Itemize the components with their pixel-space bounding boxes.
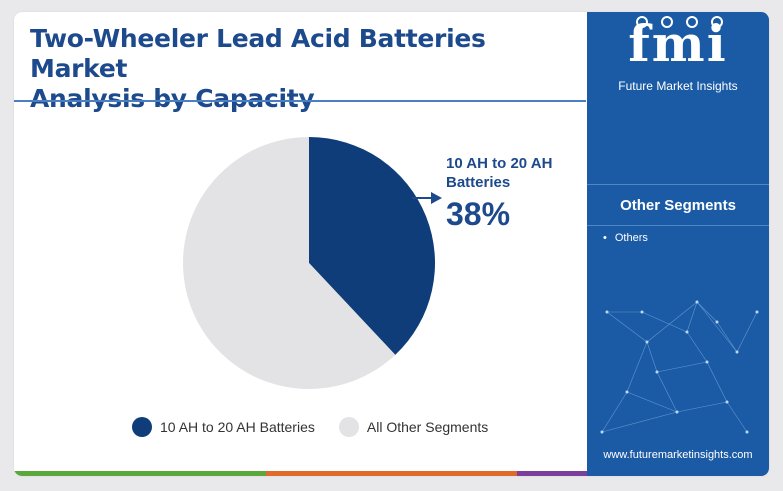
callout-arrow-icon xyxy=(431,192,442,204)
legend-item-all-other: All Other Segments xyxy=(338,417,489,437)
network-node xyxy=(675,410,679,414)
network-node xyxy=(655,370,659,374)
person-icon xyxy=(660,16,673,28)
network-node xyxy=(605,310,609,314)
network-line xyxy=(656,361,708,373)
network-node xyxy=(735,350,739,354)
network-line xyxy=(656,371,678,413)
chart-title-line2: Analysis by Capacity xyxy=(30,84,315,113)
network-line xyxy=(626,391,678,413)
legend-label-all-other: All Other Segments xyxy=(366,419,489,435)
network-line xyxy=(686,301,698,333)
legend-swatch-all-other xyxy=(338,417,359,437)
network-line xyxy=(736,311,758,353)
chart-title: Two-Wheeler Lead Acid Batteries Market A… xyxy=(30,24,585,114)
network-node xyxy=(640,310,644,314)
network-node xyxy=(600,430,604,434)
bottom-bar-orange xyxy=(265,471,518,476)
network-line xyxy=(646,301,698,343)
pie-slice-all-other-segments xyxy=(183,137,396,389)
network-line xyxy=(686,331,708,363)
pie-chart xyxy=(183,137,442,389)
sidebar: fmi Future Market Insights Other Segment… xyxy=(587,12,769,476)
other-segments-title: Other Segments xyxy=(620,196,736,214)
network-node xyxy=(715,320,719,324)
other-segments-header: Other Segments xyxy=(587,184,769,226)
network-node xyxy=(685,330,689,334)
network-line xyxy=(676,401,728,413)
star-icon xyxy=(710,16,723,28)
fmi-logo: fmi xyxy=(628,14,728,73)
callout-value: 38% xyxy=(446,196,511,232)
logo-icons xyxy=(629,16,729,36)
legend-swatch-10ah-20ah xyxy=(132,417,152,437)
website-link[interactable]: www.futuremarketinsights.com xyxy=(603,449,753,461)
segment-label-others: Others xyxy=(614,232,648,244)
chart-legend: 10 AH to 20 AH Batteries All Other Segme… xyxy=(132,417,512,437)
network-node xyxy=(725,400,729,404)
chart-icon xyxy=(685,16,698,28)
network-line xyxy=(706,361,728,403)
network-line xyxy=(601,391,628,433)
legend-label-10ah-20ah: 10 AH to 20 AH Batteries xyxy=(160,419,315,435)
globe-icon xyxy=(635,16,648,28)
network-node xyxy=(755,310,759,314)
network-line xyxy=(696,301,718,323)
network-line xyxy=(606,311,648,343)
network-line xyxy=(716,321,738,353)
pie-slice-10ah-20ah xyxy=(309,137,435,355)
chart-card: Two-Wheeler Lead Acid Batteries Market A… xyxy=(14,12,769,476)
network-node xyxy=(705,360,709,364)
network-line xyxy=(726,401,748,433)
network-line xyxy=(646,341,658,373)
network-node xyxy=(695,300,699,304)
callout-label: 10 AH to 20 AH Batteries xyxy=(446,155,553,191)
network-node xyxy=(625,390,629,394)
network-background-graphic xyxy=(600,300,759,434)
bullet-icon: • xyxy=(603,232,607,244)
bottom-bar-green xyxy=(14,471,266,476)
other-segments-list: • Others xyxy=(603,230,648,246)
network-node xyxy=(745,430,749,434)
network-line xyxy=(601,411,678,433)
network-line xyxy=(696,301,738,353)
title-divider xyxy=(14,100,586,102)
legend-item-10ah-20ah: 10 AH to 20 AH Batteries xyxy=(132,417,315,437)
logo-subtitle: Future Market Insights xyxy=(618,79,738,93)
network-node xyxy=(645,340,649,344)
list-item: • Others xyxy=(603,230,648,246)
chart-title-line1: Two-Wheeler Lead Acid Batteries Market xyxy=(30,24,486,83)
network-line xyxy=(641,311,688,333)
network-line xyxy=(626,341,648,393)
